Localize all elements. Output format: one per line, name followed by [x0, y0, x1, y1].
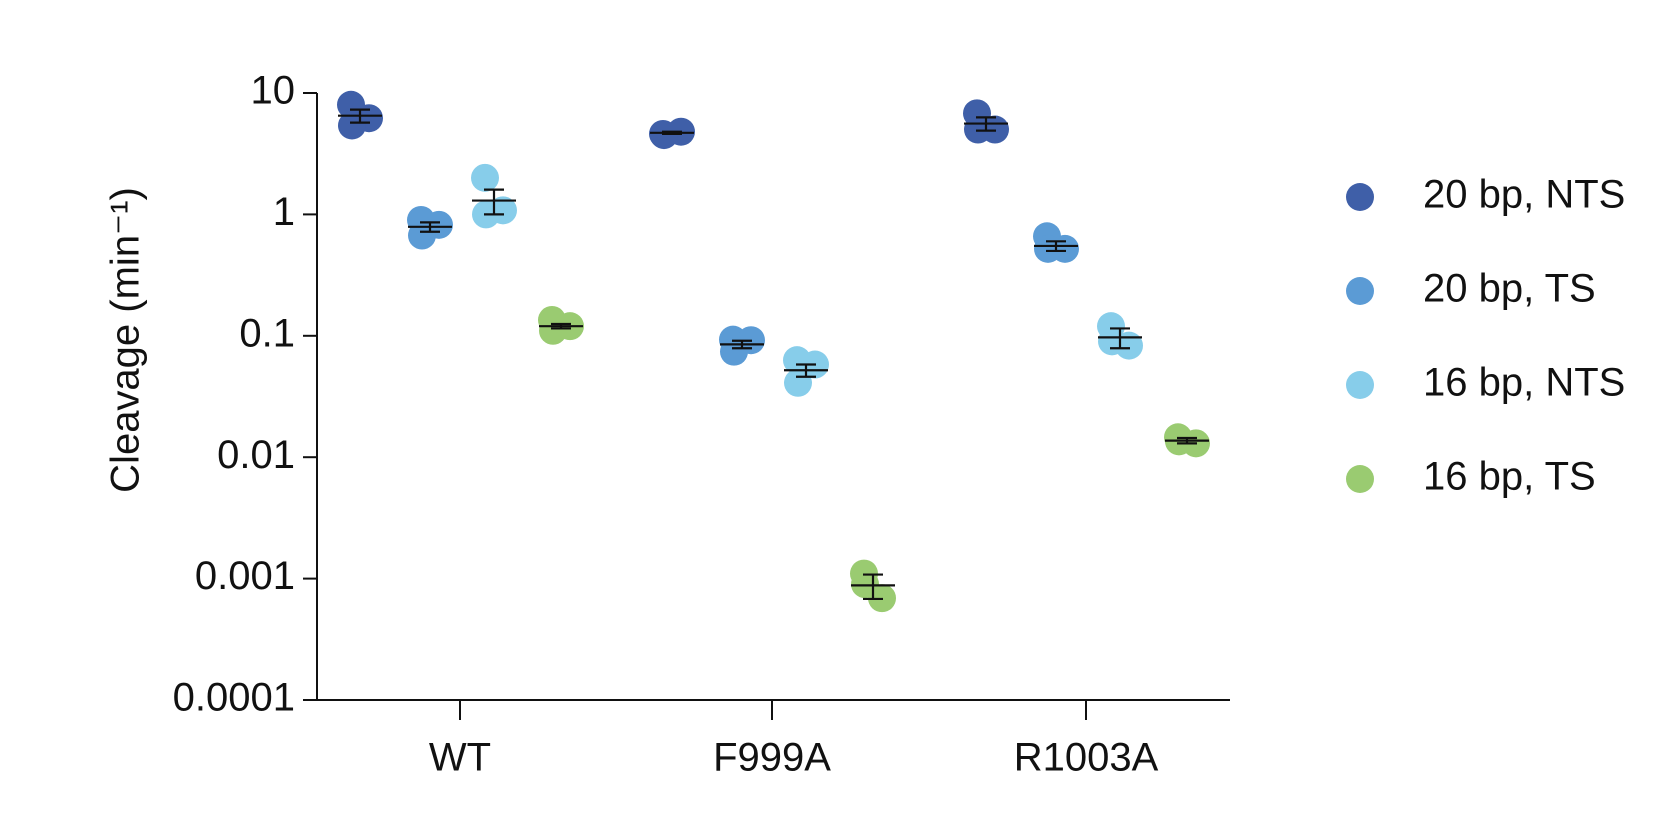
- legend-label: 16 bp, NTS: [1423, 361, 1625, 405]
- replicate-point: [784, 368, 812, 397]
- x-tick-label: F999A: [713, 736, 831, 780]
- legend-marker: [1346, 183, 1374, 211]
- y-tick-label: 10: [251, 69, 296, 113]
- error-bar: [338, 108, 382, 124]
- legend-marker: [1346, 371, 1374, 399]
- legend-label: 16 bp, TS: [1423, 455, 1596, 499]
- legend-label: 20 bp, NTS: [1423, 173, 1625, 217]
- replicate-point: [408, 221, 436, 250]
- error-bar: [539, 322, 583, 330]
- x-tick-label: WT: [429, 736, 491, 780]
- error-bar: [784, 363, 828, 378]
- error-bar: [1034, 240, 1078, 253]
- y-tick-label: 0.01: [217, 433, 295, 477]
- y-axis-label: Cleavage (min⁻¹): [104, 187, 148, 493]
- error-bar: [1165, 436, 1209, 445]
- replicate-point: [471, 163, 499, 192]
- legend-label: 20 bp, TS: [1423, 267, 1596, 311]
- y-tick-label: 0.1: [239, 311, 295, 355]
- x-tick-label: R1003A: [1014, 736, 1159, 780]
- legend-marker: [1346, 277, 1374, 305]
- replicate-point: [650, 121, 678, 150]
- legend-marker: [1346, 465, 1374, 493]
- y-tick-label: 0.0001: [173, 676, 295, 720]
- error-bar: [472, 188, 516, 216]
- replicate-point: [1098, 327, 1126, 356]
- error-bar: [650, 130, 694, 136]
- error-bar: [1098, 327, 1142, 350]
- replicate-point: [720, 337, 748, 366]
- error-bar: [851, 573, 895, 601]
- replicate-point: [539, 316, 567, 345]
- error-bar: [720, 339, 764, 350]
- error-bar: [408, 221, 452, 233]
- y-tick-label: 0.001: [195, 554, 295, 598]
- replicate-point: [1034, 234, 1062, 263]
- error-bar: [964, 116, 1008, 132]
- y-tick-label: 1: [273, 190, 295, 234]
